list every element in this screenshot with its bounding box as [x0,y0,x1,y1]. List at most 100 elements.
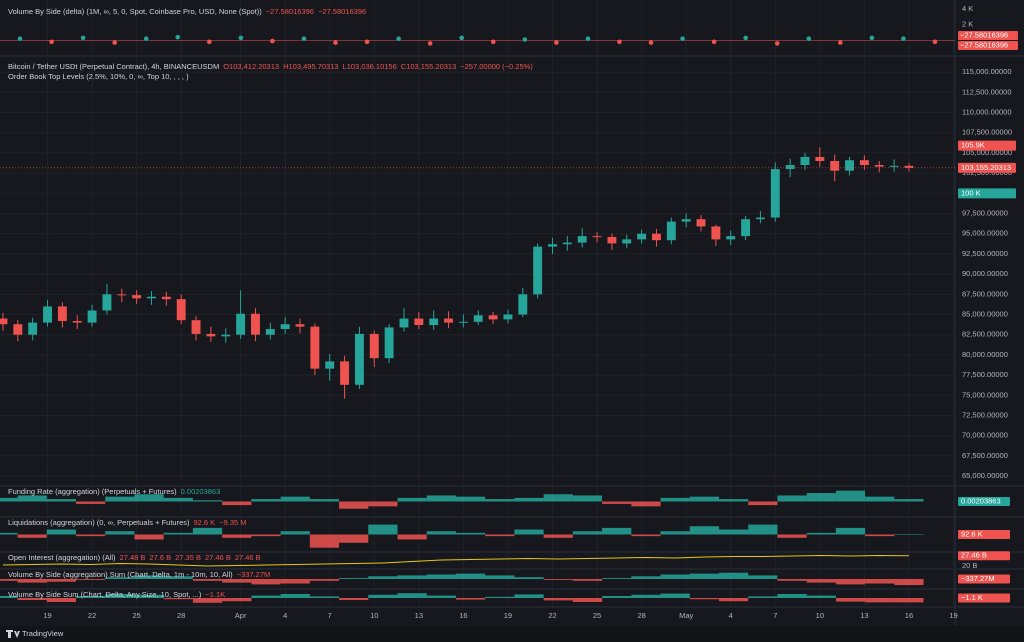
candle-body [13,324,23,335]
indicator-bar [631,576,661,579]
indicator-bar [660,531,690,535]
x-tick-label: 25 [132,611,140,620]
indicator-bar [485,596,515,598]
y-tick-label: 2 K [962,20,973,29]
candle-body [87,310,97,323]
value-label: 92.6 K [961,529,983,538]
indicator-bar [777,495,807,502]
candle-body [72,320,82,323]
indicator-bar [134,594,164,598]
candle-body [310,326,320,369]
indicator-bar [0,497,18,502]
indicator-bar [806,493,836,502]
indicator-bar [543,598,573,601]
price-label: 105.9K [961,141,985,150]
y-tick-label: 70,000.00000 [962,431,1008,440]
indicator-bar [339,501,369,509]
y-tick-label: 107,500.00000 [962,128,1012,137]
indicator-bar [280,594,310,598]
volume-dot [175,34,181,40]
indicator-bar [397,534,427,540]
candle-body [874,165,884,167]
volume-dot [680,36,685,42]
x-tick-label: 19 [504,611,512,620]
candle-body [43,306,52,323]
candle-body [0,318,8,325]
candle-body [845,160,855,171]
x-tick-label: 25 [593,611,601,620]
indicator-bar [514,497,544,502]
indicator-bar [602,527,632,535]
indicator-bar [894,499,924,502]
legend-title: Volume By Side (delta) (1M, ∞, 5, 0, Spo… [8,7,262,16]
candle-body [592,236,602,238]
indicator-bar [894,534,924,535]
x-tick-label: 10 [816,611,824,620]
logo [6,630,20,638]
indicator-bar [602,596,632,598]
x-tick-label: 4 [283,611,287,620]
candle-body [622,239,632,244]
indicator-bar [46,598,77,602]
candle-body [785,165,795,170]
indicator-bar [251,534,281,537]
volume-dot [301,36,307,42]
indicator-bar [0,532,18,535]
candle-body [251,313,260,335]
indicator-bar [105,577,135,579]
value-label: −27.58016396 [960,30,1008,39]
indicator-bar [894,579,924,586]
indicator-bar [163,532,193,535]
indicator-bar [865,598,895,603]
candle-body [444,318,453,323]
value-label: −27.58016396 [960,40,1008,49]
candle-body [533,246,543,295]
indicator-bar [660,593,690,598]
indicator-bar [426,595,456,598]
legend-title: Bitcoin / Tether USDt (Perpetual Contrac… [8,62,219,71]
indicator-bar [368,524,398,535]
indicator-bar [280,531,310,535]
legend-value: −9.35 M [219,518,246,527]
legend-value: H103,495.70313 [283,62,338,71]
y-tick-label: 65,000.00000 [962,471,1008,480]
indicator-bar [835,490,866,502]
candle-body [889,165,899,167]
volume-dot [17,36,23,42]
indicator-bar [0,596,18,598]
price-label-bg [958,162,1016,173]
indicator-bar [76,534,106,537]
legend-value: L103,036.10156 [343,62,397,71]
value-label: 0.00203863 [961,496,1001,505]
indicator-bar [748,596,778,598]
volume-dot [490,39,496,45]
indicator-bar [105,496,135,502]
legend-value: 27.46 B [205,553,231,562]
indicator-bar [455,532,486,535]
volume-dot [869,35,875,41]
candle-body [57,306,67,321]
legend-value: 92.6 K [194,518,216,527]
volume-dot [427,41,433,46]
y-tick-label: 105,000.00000 [962,148,1012,157]
indicator-bar [46,499,77,502]
indicator-bar [76,579,106,580]
candle-body [340,361,350,385]
candle-body [904,165,914,168]
legend-title: Volume By Side Sum (Chart, Delta, Any Si… [8,590,202,599]
candle-body [503,314,513,320]
x-tick-label: 16 [905,611,913,620]
indicator-bar [455,496,486,502]
value-label-bg [958,31,1018,40]
indicator-bar [806,595,836,598]
value-label-bg [958,530,1010,539]
indicator-bar [485,499,515,502]
candle-body [518,294,528,315]
x-tick-label: May [679,611,693,620]
candle-body [800,156,810,166]
indicator-bar [280,579,310,584]
candle-body [652,233,661,241]
y-tick-label: 87,500.00000 [962,289,1008,298]
volume-dot [932,39,938,45]
